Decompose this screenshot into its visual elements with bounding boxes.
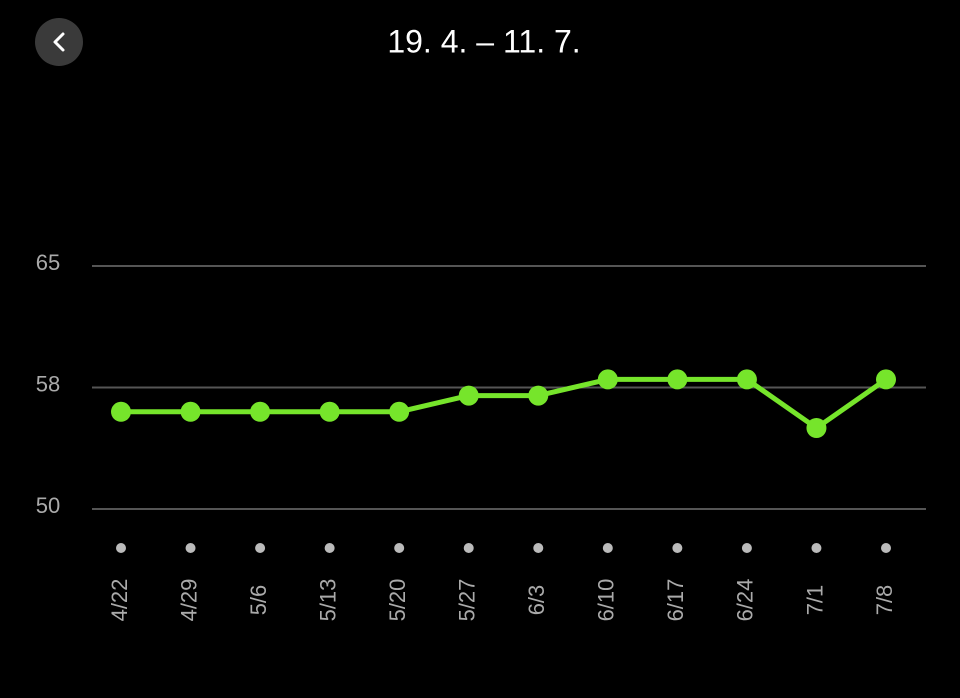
point bbox=[736, 369, 757, 390]
category-dot bbox=[741, 543, 752, 553]
x-tick-label: 5/13 bbox=[315, 579, 340, 622]
back-button[interactable] bbox=[35, 18, 83, 66]
point bbox=[806, 418, 827, 438]
category-dot bbox=[672, 543, 683, 553]
x-tick-label: 5/6 bbox=[246, 585, 271, 616]
point bbox=[667, 369, 688, 390]
x-tick-label: 7/1 bbox=[802, 585, 827, 616]
point bbox=[458, 385, 479, 406]
y-tick-label: 65 bbox=[36, 250, 60, 275]
point bbox=[876, 369, 896, 390]
x-tick-label: 6/17 bbox=[663, 579, 688, 622]
x-tick-label: 5/20 bbox=[385, 579, 410, 622]
back-button-circle[interactable] bbox=[35, 18, 83, 66]
category-dot bbox=[881, 543, 891, 553]
point bbox=[180, 401, 201, 422]
x-tick-label: 6/24 bbox=[733, 579, 758, 622]
point bbox=[319, 401, 340, 422]
category-dot bbox=[463, 543, 474, 553]
title: 19. 4. – 11. 7. bbox=[387, 23, 580, 59]
category-dot bbox=[324, 543, 335, 553]
category-dot bbox=[602, 543, 613, 553]
y-tick-label: 58 bbox=[36, 371, 60, 396]
x-tick-label: 5/27 bbox=[455, 579, 480, 622]
point bbox=[597, 369, 618, 390]
x-tick-label: 4/22 bbox=[107, 579, 132, 622]
x-tick-label: 4/29 bbox=[176, 579, 201, 622]
category-dot bbox=[811, 543, 822, 553]
x-tick-label: 7/8 bbox=[872, 585, 897, 616]
y-tick-label: 50 bbox=[36, 493, 60, 518]
point bbox=[528, 385, 549, 406]
x-tick-label: 6/3 bbox=[524, 585, 549, 616]
line bbox=[121, 376, 888, 431]
category-dot bbox=[185, 543, 196, 553]
point bbox=[250, 401, 271, 422]
category-dot bbox=[533, 543, 544, 553]
category-dot bbox=[255, 543, 266, 553]
point bbox=[111, 401, 131, 422]
category-dot bbox=[116, 543, 126, 553]
x-tick-label: 6/10 bbox=[594, 579, 619, 622]
category-dot bbox=[394, 543, 405, 553]
back-icon[interactable] bbox=[53, 32, 65, 52]
point bbox=[389, 401, 410, 422]
